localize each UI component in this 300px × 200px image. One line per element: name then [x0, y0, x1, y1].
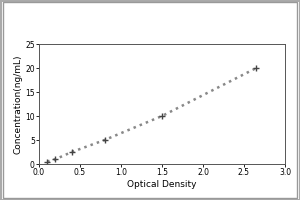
Y-axis label: Concentration(ng/mL): Concentration(ng/mL) — [14, 54, 22, 154]
X-axis label: Optical Density: Optical Density — [127, 180, 197, 189]
